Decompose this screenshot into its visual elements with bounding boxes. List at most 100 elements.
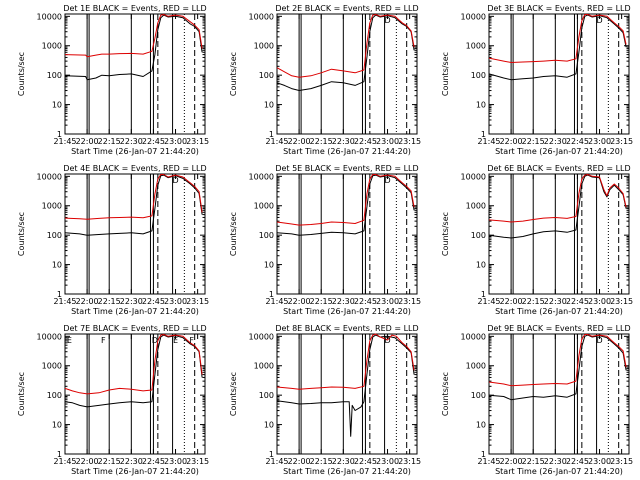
x-tick-label: 22:30 xyxy=(332,457,355,466)
x-tick-label: 22:15 xyxy=(522,457,545,466)
x-tick-label: 22:00 xyxy=(500,457,523,466)
panel-title: Det 8E BLACK = Events, RED = LLD xyxy=(275,324,418,333)
y-axis-label: Counts/sec xyxy=(229,212,238,256)
flare-label: F xyxy=(101,336,106,345)
y-tick-label: 1 xyxy=(57,450,62,459)
x-tick-label: 22:45 xyxy=(566,297,589,306)
y-tick-label: 10 xyxy=(52,101,62,110)
flare-label: D xyxy=(596,16,602,25)
panel-title: Det 3E BLACK = Events, RED = LLD xyxy=(487,4,630,13)
x-tick-label: 23:00 xyxy=(164,137,187,146)
x-tick-label: 23:15 xyxy=(610,297,633,306)
detector-panel-7: Det 7E BLACK = Events, RED = LLD Counts/s… xyxy=(17,324,209,476)
y-tick-label: 1000 xyxy=(254,202,274,211)
x-tick-label: 23:00 xyxy=(164,297,187,306)
x-tick-label: 21:45 xyxy=(265,137,288,146)
x-tick-label: 22:15 xyxy=(98,457,121,466)
y-tick-label: 10000 xyxy=(37,12,62,21)
x-tick-label: 23:00 xyxy=(588,297,611,306)
y-tick-label: 100 xyxy=(47,391,62,400)
flare-label: F xyxy=(189,336,194,345)
x-tick-label: 22:45 xyxy=(354,457,377,466)
y-axis-label: Counts/sec xyxy=(17,372,26,416)
detector-panel-2: Det 2E BLACK = Events, RED = LLD Counts/s… xyxy=(229,4,421,156)
x-tick-label: 23:15 xyxy=(398,457,421,466)
y-tick-label: 10 xyxy=(52,261,62,270)
plot-frame xyxy=(276,333,418,455)
x-tick-label: 23:15 xyxy=(610,137,633,146)
x-tick-label: 21:45 xyxy=(477,457,500,466)
x-tick-label: 22:30 xyxy=(332,137,355,146)
flare-label: D xyxy=(596,336,602,345)
y-tick-label: 1000 xyxy=(254,42,274,51)
y-tick-label: 100 xyxy=(471,391,486,400)
x-axis-label: Start Time (26-Jan-07 21:44:20) xyxy=(283,147,411,156)
x-axis-label: Start Time (26-Jan-07 21:44:20) xyxy=(495,307,623,316)
y-tick-label: 1000 xyxy=(254,362,274,371)
flare-label: D xyxy=(172,176,178,185)
x-tick-label: 23:00 xyxy=(376,137,399,146)
y-tick-label: 100 xyxy=(471,71,486,80)
x-tick-label: 21:45 xyxy=(477,137,500,146)
x-tick-label: 22:45 xyxy=(142,457,165,466)
y-axis-label: Counts/sec xyxy=(441,52,450,96)
x-tick-label: 22:30 xyxy=(120,457,143,466)
x-tick-label: 22:15 xyxy=(310,297,333,306)
x-tick-label: 22:15 xyxy=(98,297,121,306)
series-line-lld xyxy=(488,334,627,387)
y-axis-label: Counts/sec xyxy=(17,52,26,96)
x-tick-label: 22:15 xyxy=(522,297,545,306)
y-tick-label: 1000 xyxy=(42,42,62,51)
y-tick-label: 10000 xyxy=(249,12,274,21)
y-tick-label: 1 xyxy=(481,450,486,459)
y-tick-label: 1000 xyxy=(466,362,486,371)
plot-frame xyxy=(488,173,630,295)
y-tick-label: 10000 xyxy=(249,172,274,181)
x-tick-label: 23:00 xyxy=(376,457,399,466)
series-line-lld xyxy=(276,333,415,390)
plot-frame xyxy=(276,13,418,135)
x-tick-label: 22:45 xyxy=(354,137,377,146)
x-axis-label: Start Time (26-Jan-07 21:44:20) xyxy=(71,307,199,316)
x-tick-label: 23:15 xyxy=(186,137,209,146)
detector-panel-4: Det 4E BLACK = Events, RED = LLD Counts/s… xyxy=(17,164,209,316)
plot-frame xyxy=(276,173,418,295)
x-tick-label: 23:15 xyxy=(398,297,421,306)
y-tick-label: 1 xyxy=(481,290,486,299)
x-axis-label: Start Time (26-Jan-07 21:44:20) xyxy=(495,467,623,476)
y-tick-label: 100 xyxy=(47,71,62,80)
series-line-lld xyxy=(64,174,203,220)
y-tick-label: 10 xyxy=(264,421,274,430)
y-tick-label: 1000 xyxy=(466,42,486,51)
x-tick-label: 21:45 xyxy=(53,297,76,306)
detector-panel-1: Det 1E BLACK = Events, RED = LLD Counts/s… xyxy=(17,4,209,156)
y-tick-label: 10000 xyxy=(249,332,274,341)
x-tick-label: 22:00 xyxy=(76,137,99,146)
x-tick-label: 22:00 xyxy=(288,457,311,466)
y-tick-label: 100 xyxy=(259,71,274,80)
panel-title: Det 2E BLACK = Events, RED = LLD xyxy=(275,4,418,13)
x-tick-label: 22:30 xyxy=(332,297,355,306)
panel-title: Det 5E BLACK = Events, RED = LLD xyxy=(275,164,418,173)
plot-frame xyxy=(488,333,630,455)
x-tick-label: 23:00 xyxy=(164,457,187,466)
detector-panel-6: Det 6E BLACK = Events, RED = LLD Counts/s… xyxy=(441,164,633,316)
y-tick-label: 10 xyxy=(264,261,274,270)
y-axis-label: Counts/sec xyxy=(441,372,450,416)
plot-frame xyxy=(64,173,206,295)
series-line-events xyxy=(64,14,203,81)
x-tick-label: 22:30 xyxy=(544,137,567,146)
x-tick-label: 22:45 xyxy=(354,297,377,306)
series-line-lld xyxy=(488,14,627,63)
x-tick-label: 22:45 xyxy=(566,137,589,146)
y-tick-label: 1 xyxy=(57,130,62,139)
x-tick-label: 22:00 xyxy=(76,297,99,306)
series-line-lld xyxy=(64,14,203,58)
y-tick-label: 100 xyxy=(259,231,274,240)
x-tick-label: 22:00 xyxy=(500,297,523,306)
detector-panel-5: Det 5E BLACK = Events, RED = LLD Counts/s… xyxy=(229,164,421,316)
x-axis-label: Start Time (26-Jan-07 21:44:20) xyxy=(71,147,199,156)
x-tick-label: 22:15 xyxy=(310,457,333,466)
panel-title: Det 7E BLACK = Events, RED = LLD xyxy=(63,324,206,333)
